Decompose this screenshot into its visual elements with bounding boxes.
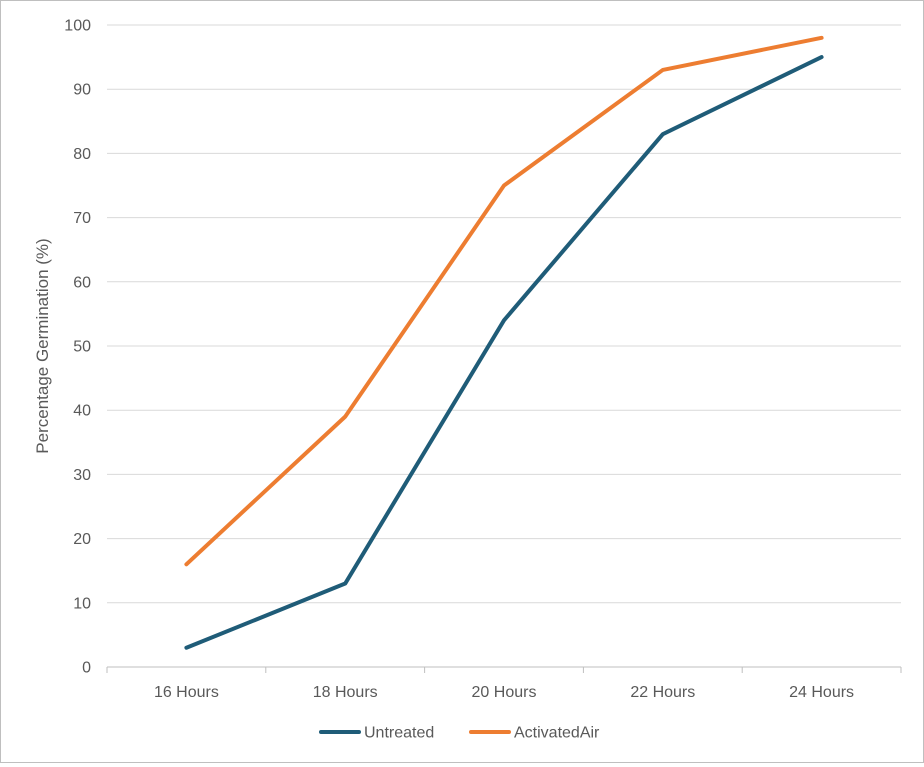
gridlines xyxy=(107,24,901,604)
y-tick-label: 70 xyxy=(73,210,91,227)
x-axis-tick-marks xyxy=(106,667,902,673)
y-tick-label: 40 xyxy=(73,403,91,420)
legend-label: ActivatedAir xyxy=(514,725,600,742)
x-tick-label: 24 Hours xyxy=(789,684,854,701)
legend-label: Untreated xyxy=(364,725,434,742)
y-tick-label: 50 xyxy=(73,339,91,356)
y-axis-label: Percentage Germination (%) xyxy=(33,238,52,453)
x-axis-ticks: 16 Hours 18 Hours 20 Hours 22 Hours 24 Hours xyxy=(154,684,854,701)
legend: Untreated ActivatedAir xyxy=(319,725,600,742)
y-tick-label: 60 xyxy=(73,274,91,291)
y-axis-ticks: 0 10 20 30 40 50 60 70 80 90 100 xyxy=(64,18,91,677)
series-line-activatedair xyxy=(184,35,824,567)
y-tick-label: 10 xyxy=(73,595,91,612)
y-tick-label: 100 xyxy=(64,18,91,35)
series-lines xyxy=(184,35,824,650)
x-tick-label: 18 Hours xyxy=(313,684,378,701)
y-tick-label: 80 xyxy=(73,146,91,163)
series-line-untreated xyxy=(184,55,824,650)
y-tick-label: 0 xyxy=(82,660,91,677)
y-tick-label: 90 xyxy=(73,82,91,99)
x-tick-label: 20 Hours xyxy=(472,684,537,701)
x-tick-label: 16 Hours xyxy=(154,684,219,701)
y-tick-label: 30 xyxy=(73,467,91,484)
y-tick-label: 20 xyxy=(73,531,91,548)
x-tick-label: 22 Hours xyxy=(630,684,695,701)
